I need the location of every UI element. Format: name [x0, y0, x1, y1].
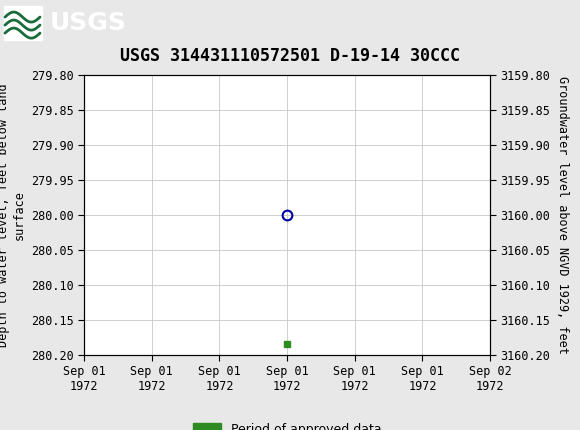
Text: USGS 314431110572501 D-19-14 30CCC: USGS 314431110572501 D-19-14 30CCC	[120, 47, 460, 65]
Text: USGS: USGS	[50, 11, 127, 35]
Y-axis label: Groundwater level above NGVD 1929, feet: Groundwater level above NGVD 1929, feet	[556, 76, 569, 354]
Bar	[4, 6, 42, 40]
Y-axis label: Depth to water level, feet below land
surface: Depth to water level, feet below land su…	[0, 83, 26, 347]
Legend: Period of approved data: Period of approved data	[188, 418, 386, 430]
